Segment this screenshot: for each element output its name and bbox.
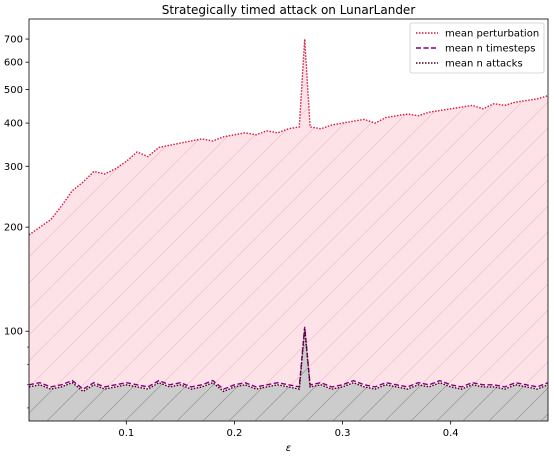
legend: mean perturbation mean n timesteps mean n … xyxy=(409,22,545,74)
legend-label-2: mean n attacks xyxy=(445,59,523,70)
y-tick-label: 500 xyxy=(4,85,23,96)
plot-area xyxy=(29,19,548,421)
plot-frame xyxy=(28,18,549,422)
x-tick-label: 0.3 xyxy=(335,428,351,439)
y-tick-label: 200 xyxy=(4,223,23,234)
x-axis-label: ε xyxy=(286,443,292,454)
series-area-hatch-2 xyxy=(29,328,548,421)
legend-label-1: mean n timesteps xyxy=(445,44,536,55)
y-tick-label: 300 xyxy=(4,162,23,173)
x-tick-label: 0.1 xyxy=(118,428,134,439)
y-tick-label: 700 xyxy=(4,35,23,46)
chart-title: Strategically timed attack on LunarLande… xyxy=(162,3,416,17)
series-line-2 xyxy=(29,328,548,393)
legend-box xyxy=(409,22,545,74)
series-line-0 xyxy=(29,39,548,236)
series-line-1 xyxy=(29,326,548,390)
x-axis: 0.1 0.2 0.3 0.4 xyxy=(118,421,459,439)
y-tick-label: 400 xyxy=(4,119,23,130)
x-tick-label: 0.4 xyxy=(443,428,459,439)
x-tick-label: 0.2 xyxy=(226,428,242,439)
legend-label-0: mean perturbation xyxy=(445,29,539,40)
series-area-hatch-0 xyxy=(29,39,548,421)
y-tick-label: 600 xyxy=(4,58,23,69)
y-axis: 100 200 300 400 500 600 700 xyxy=(4,35,29,409)
y-tick-label: 100 xyxy=(4,327,23,338)
